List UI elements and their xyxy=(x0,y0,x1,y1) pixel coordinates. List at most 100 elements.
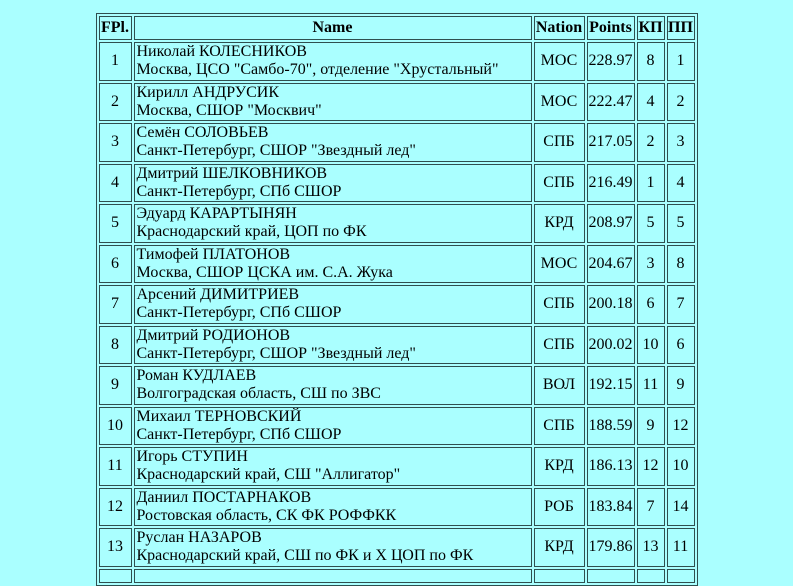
athlete-name: Дмитрий ШЕЛКОВНИКОВ xyxy=(136,164,328,182)
pp-cell: 2 xyxy=(666,82,695,121)
pp-cell: 6 xyxy=(666,325,695,364)
results-table-header: FPl. Name Nation Points КП ПП xyxy=(98,16,695,40)
nation-cell: МОС xyxy=(533,42,585,81)
column-header-points: Points xyxy=(586,16,635,40)
rank-cell: 2 xyxy=(98,82,132,121)
pp-cell: 11 xyxy=(666,528,695,567)
rank-cell: 4 xyxy=(98,163,132,202)
nation-cell: КРД xyxy=(533,447,585,486)
kp-cell: 6 xyxy=(636,285,665,324)
name-cell: Игорь СТУПИН Краснодарский край, СШ "Алл… xyxy=(133,447,532,486)
athlete-club: Москва, СШОР ЦСКА им. С.А. Жука xyxy=(136,263,393,281)
name-cell: Кирилл АНДРУСИК Москва, СШОР "Москвич" xyxy=(133,82,532,121)
athlete-club: Краснодарский край, ЦОП по ФК xyxy=(136,223,367,241)
athlete-name: Арсений ДИМИТРИЕВ xyxy=(136,286,300,304)
pp-cell: 4 xyxy=(666,163,695,202)
rank-cell: 3 xyxy=(98,123,132,162)
name-cell: Тимофей ПЛАТОНОВ Москва, СШОР ЦСКА им. С… xyxy=(133,244,532,283)
athlete-name: Кирилл АНДРУСИК xyxy=(136,83,280,101)
nation-cell: СПБ xyxy=(533,285,585,324)
nation-cell: КРД xyxy=(533,204,585,243)
name-cell: Михаил ТЕРНОВСКИЙ Санкт-Петербург, СПб С… xyxy=(133,406,532,445)
kp-cell: 8 xyxy=(636,42,665,81)
pp-cell: 14 xyxy=(666,487,695,526)
kp-cell: 1 xyxy=(636,163,665,202)
points-cell: 192.15 xyxy=(586,366,635,405)
points-cell: 188.59 xyxy=(586,406,635,445)
rank-cell: 11 xyxy=(98,447,132,486)
nation-cell: ВОЛ xyxy=(533,366,585,405)
athlete-name: Михаил ТЕРНОВСКИЙ xyxy=(136,407,302,425)
athlete-club: Краснодарский край, СШ по ФК и Х ЦОП по … xyxy=(136,547,474,565)
rank-cell: 8 xyxy=(98,325,132,364)
points-cell: 228.97 xyxy=(586,42,635,81)
points-cell: 217.05 xyxy=(586,123,635,162)
name-cell: Руслан НАЗАРОВ Краснодарский край, СШ по… xyxy=(133,528,532,567)
nation-cell: МОС xyxy=(533,244,585,283)
nation-cell: СПБ xyxy=(533,406,585,445)
points-cell: 186.13 xyxy=(586,447,635,486)
rank-cell xyxy=(98,568,132,583)
results-table: FPl. Name Nation Points КП ПП 1 Николай … xyxy=(95,13,698,586)
points-cell: 183.84 xyxy=(586,487,635,526)
kp-cell: 3 xyxy=(636,244,665,283)
nation-cell: СПБ xyxy=(533,325,585,364)
pp-cell: 3 xyxy=(666,123,695,162)
points-cell: 200.02 xyxy=(586,325,635,364)
points-cell: 200.18 xyxy=(586,285,635,324)
kp-cell: 11 xyxy=(636,366,665,405)
rank-cell: 7 xyxy=(98,285,132,324)
athlete-club: Санкт-Петербург, СПб СШОР xyxy=(136,425,342,443)
kp-cell: 10 xyxy=(636,325,665,364)
kp-cell xyxy=(636,568,665,583)
name-cell: Дмитрий РОДИОНОВ Санкт-Петербург, СШОР "… xyxy=(133,325,532,364)
results-table-body: 1 Николай КОЛЕСНИКОВ Москва, ЦСО "Самбо-… xyxy=(98,42,695,567)
athlete-name: Дмитрий РОДИОНОВ xyxy=(136,326,291,344)
name-cell xyxy=(133,568,532,583)
table-row: 7 Арсений ДИМИТРИЕВ Санкт-Петербург, СПб… xyxy=(98,285,695,324)
table-row: 3 Семён СОЛОВЬЕВ Санкт-Петербург, СШОР "… xyxy=(98,123,695,162)
points-cell: 216.49 xyxy=(586,163,635,202)
points-cell: 204.67 xyxy=(586,244,635,283)
nation-cell: РОБ xyxy=(533,487,585,526)
nation-cell: СПБ xyxy=(533,163,585,202)
column-header-nation: Nation xyxy=(533,16,585,40)
table-row: 4 Дмитрий ШЕЛКОВНИКОВ Санкт-Петербург, С… xyxy=(98,163,695,202)
table-row: 8 Дмитрий РОДИОНОВ Санкт-Петербург, СШОР… xyxy=(98,325,695,364)
table-row: 9 Роман КУДЛАЕВ Волгоградская область, С… xyxy=(98,366,695,405)
athlete-name: Руслан НАЗАРОВ xyxy=(136,529,262,547)
name-cell: Семён СОЛОВЬЕВ Санкт-Петербург, СШОР "Зв… xyxy=(133,123,532,162)
kp-cell: 5 xyxy=(636,204,665,243)
nation-cell: КРД xyxy=(533,528,585,567)
header-row: FPl. Name Nation Points КП ПП xyxy=(98,16,695,40)
pp-cell: 5 xyxy=(666,204,695,243)
points-cell: 179.86 xyxy=(586,528,635,567)
athlete-name: Роман КУДЛАЕВ xyxy=(136,367,257,385)
pp-cell: 1 xyxy=(666,42,695,81)
athlete-club: Волгоградская область, СШ по ЗВС xyxy=(136,385,381,403)
pp-cell: 12 xyxy=(666,406,695,445)
name-cell: Николай КОЛЕСНИКОВ Москва, ЦСО "Самбо-70… xyxy=(133,42,532,81)
table-row: 5 Эдуард КАРАРТЫНЯН Краснодарский край, … xyxy=(98,204,695,243)
athlete-name: Даниил ПОСТАРНАКОВ xyxy=(136,488,312,506)
table-row: 2 Кирилл АНДРУСИК Москва, СШОР "Москвич"… xyxy=(98,82,695,121)
table-row: 6 Тимофей ПЛАТОНОВ Москва, СШОР ЦСКА им.… xyxy=(98,244,695,283)
points-cell: 208.97 xyxy=(586,204,635,243)
athlete-club: Санкт-Петербург, СПб СШОР xyxy=(136,182,342,200)
athlete-name: Николай КОЛЕСНИКОВ xyxy=(136,43,307,61)
rank-cell: 5 xyxy=(98,204,132,243)
athlete-name: Игорь СТУПИН xyxy=(136,448,248,466)
athlete-club: Краснодарский край, СШ "Аллигатор" xyxy=(136,466,401,484)
nation-cell: МОС xyxy=(533,82,585,121)
athlete-club: Санкт-Петербург, СШОР "Звездный лед" xyxy=(136,142,416,160)
column-header-pp: ПП xyxy=(666,16,695,40)
table-row: 1 Николай КОЛЕСНИКОВ Москва, ЦСО "Самбо-… xyxy=(98,42,695,81)
athlete-name: Тимофей ПЛАТОНОВ xyxy=(136,245,291,263)
rank-cell: 10 xyxy=(98,406,132,445)
name-cell: Даниил ПОСТАРНАКОВ Ростовская область, С… xyxy=(133,487,532,526)
name-cell: Арсений ДИМИТРИЕВ Санкт-Петербург, СПб С… xyxy=(133,285,532,324)
athlete-name: Эдуард КАРАРТЫНЯН xyxy=(136,205,297,223)
athlete-club: Санкт-Петербург, СШОР "Звездный лед" xyxy=(136,344,416,362)
pp-cell: 7 xyxy=(666,285,695,324)
athlete-name: Семён СОЛОВЬЕВ xyxy=(136,124,269,142)
